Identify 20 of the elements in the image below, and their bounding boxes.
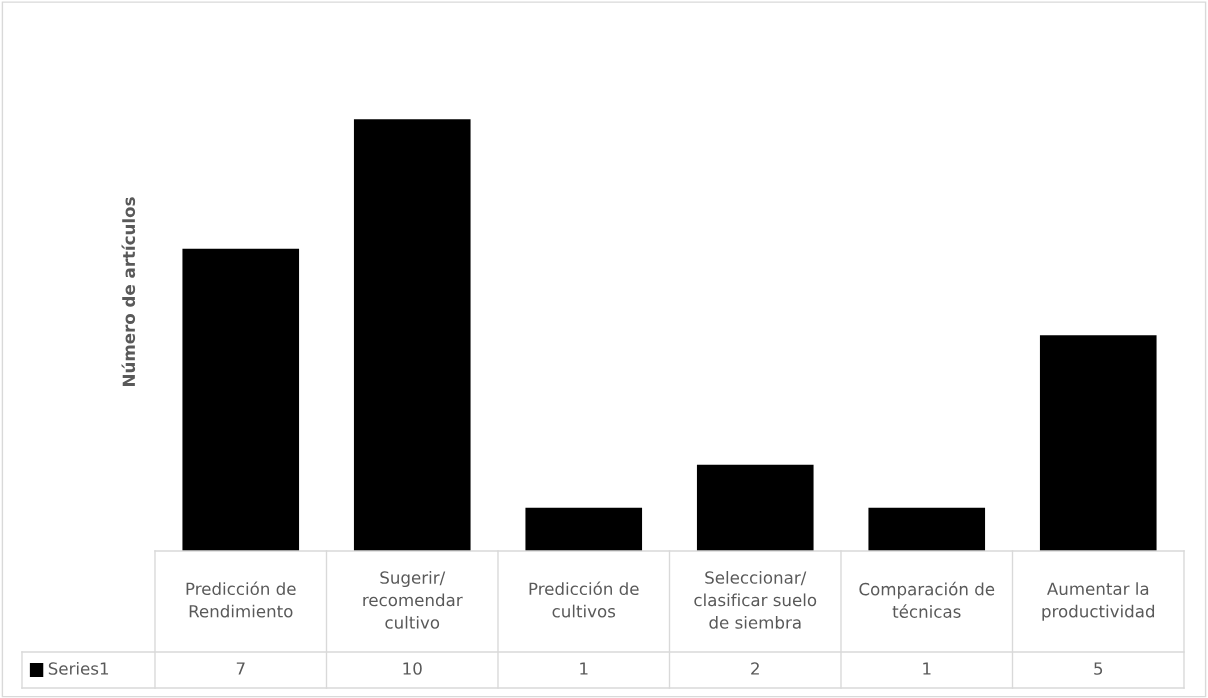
bar: [868, 507, 986, 551]
y-axis-title: Número de artículos: [121, 197, 136, 386]
x-tick-label: Aumentar la productividad: [1042, 582, 1155, 621]
x-tick-label: Predicción de cultivos: [529, 581, 639, 618]
bar: [696, 464, 814, 551]
data-label: 2: [751, 662, 759, 675]
x-tick-label: Sugerir/ recomendar cultivo: [363, 570, 463, 629]
x-tick-label: Comparación de técnicas: [859, 581, 995, 618]
legend-label: Series1: [48, 661, 109, 675]
bar: [353, 119, 471, 551]
data-label: 10: [403, 662, 422, 675]
bar: [1039, 335, 1157, 551]
data-label: 1: [923, 662, 931, 675]
x-tick-label: Seleccionar/ clasificar suelo de siembra: [694, 570, 817, 629]
data-label: 7: [236, 662, 245, 675]
x-tick-label: Predicción de Rendimiento: [186, 581, 296, 618]
bar: [525, 507, 643, 551]
bar: [182, 248, 300, 551]
data-label: 1: [580, 662, 588, 675]
data-label: 5: [1094, 662, 1103, 675]
